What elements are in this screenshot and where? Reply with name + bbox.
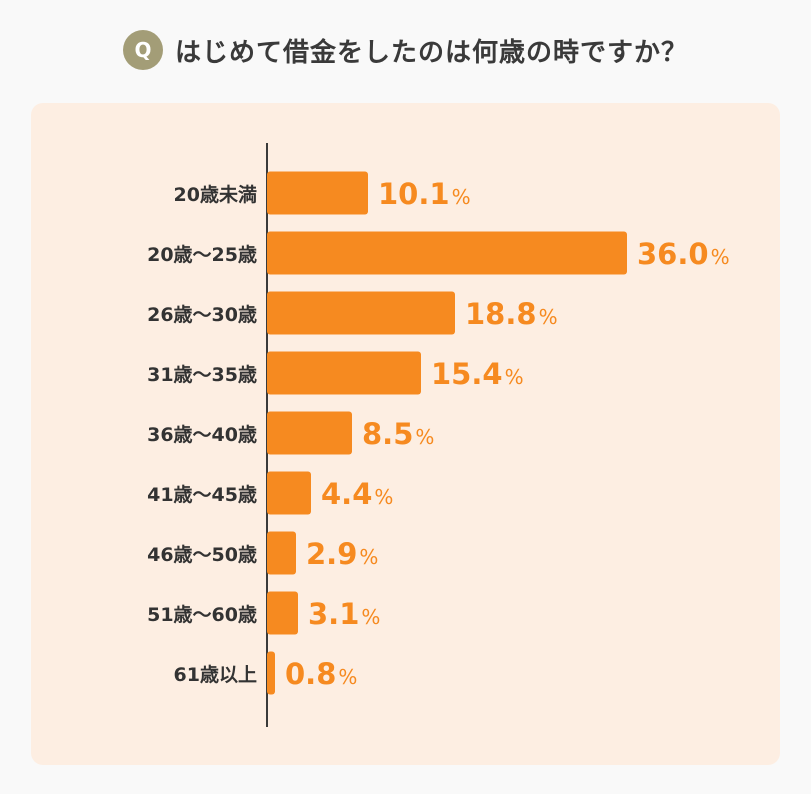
value-label: 4.4% xyxy=(321,477,393,511)
question-badge: Q xyxy=(122,30,163,70)
bar xyxy=(267,651,275,695)
bar xyxy=(267,531,296,575)
bar xyxy=(267,471,311,515)
value-label: 18.8% xyxy=(465,297,558,331)
value-label: 15.4% xyxy=(431,357,524,391)
bar xyxy=(267,231,627,275)
value-label: 3.1% xyxy=(308,597,380,631)
value-label: 8.5% xyxy=(362,417,434,451)
bar xyxy=(267,411,352,455)
category-label: 41歳〜45歳 xyxy=(147,484,257,506)
category-label: 26歳〜30歳 xyxy=(147,304,257,326)
category-label: 51歳〜60歳 xyxy=(147,604,257,626)
category-label: 36歳〜40歳 xyxy=(147,424,257,446)
question-header: Q はじめて借金をしたのは何歳の時ですか？ xyxy=(0,0,811,100)
category-label: 31歳〜35歳 xyxy=(147,364,257,386)
value-label: 2.9% xyxy=(306,537,378,571)
category-label: 61歳以上 xyxy=(174,664,257,686)
value-label: 10.1% xyxy=(378,177,471,211)
chart-panel xyxy=(31,103,780,765)
category-label: 20歳〜25歳 xyxy=(147,244,257,266)
bar xyxy=(267,351,421,395)
category-label: 46歳〜50歳 xyxy=(147,544,257,566)
bar xyxy=(267,291,455,335)
question-text: はじめて借金をしたのは何歳の時ですか？ xyxy=(174,37,688,68)
value-label: 36.0% xyxy=(637,237,730,271)
category-label: 20歳未満 xyxy=(174,183,257,206)
value-label: 0.8% xyxy=(285,657,357,691)
bar xyxy=(267,591,298,635)
bar xyxy=(267,171,368,215)
